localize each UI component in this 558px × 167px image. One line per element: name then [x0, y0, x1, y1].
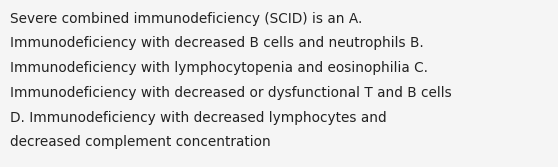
Text: decreased complement concentration: decreased complement concentration: [10, 135, 271, 149]
Text: Immunodeficiency with decreased or dysfunctional T and B cells: Immunodeficiency with decreased or dysfu…: [10, 86, 452, 100]
Text: Immunodeficiency with decreased B cells and neutrophils B.: Immunodeficiency with decreased B cells …: [10, 36, 424, 50]
Text: D. Immunodeficiency with decreased lymphocytes and: D. Immunodeficiency with decreased lymph…: [10, 111, 387, 125]
Text: Severe combined immunodeficiency (SCID) is an A.: Severe combined immunodeficiency (SCID) …: [10, 12, 362, 26]
Text: Immunodeficiency with lymphocytopenia and eosinophilia C.: Immunodeficiency with lymphocytopenia an…: [10, 61, 428, 75]
